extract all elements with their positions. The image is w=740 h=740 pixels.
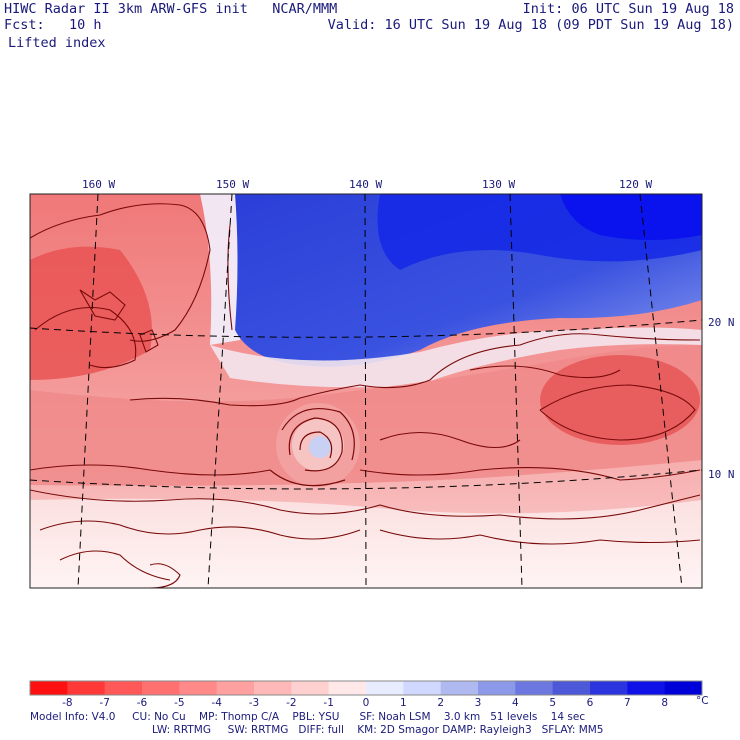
colorbar-tick-label: 2 bbox=[437, 697, 444, 709]
colorbar-outline bbox=[29, 680, 703, 696]
colorbar-swatch bbox=[216, 681, 255, 695]
colorbar-swatch bbox=[366, 681, 404, 695]
lon-label-160w: 160 W bbox=[82, 178, 115, 191]
forecast-hour: Fcst: 10 h bbox=[4, 17, 102, 33]
colorbar-swatch bbox=[67, 681, 106, 695]
colorbar-tick-label: -1 bbox=[323, 697, 333, 709]
colorbar-tick-label: 0 bbox=[363, 697, 370, 709]
colorbar-tick-label: 8 bbox=[661, 697, 668, 709]
contour-lines bbox=[30, 203, 701, 588]
colorbar-tick-label: 7 bbox=[624, 697, 631, 709]
colorbar-tick-label: -2 bbox=[286, 697, 296, 709]
colorbar-tick-label: -4 bbox=[211, 697, 222, 709]
colorbar-swatch bbox=[254, 681, 292, 695]
colorbar-tick-label: -3 bbox=[249, 697, 259, 709]
colorbar-swatches bbox=[29, 680, 703, 696]
init-time: Init: 06 UTC Sun 19 Aug 18 bbox=[522, 1, 734, 17]
colorbar-swatch bbox=[664, 681, 703, 695]
colorbar-unit: °C bbox=[696, 695, 709, 707]
colorbar-tick-label: -5 bbox=[174, 697, 184, 709]
colorbar-tick-label: -8 bbox=[62, 697, 72, 709]
graticule bbox=[29, 193, 703, 589]
colorbar-swatch bbox=[104, 681, 143, 695]
latitude-labels: 20 N 10 N bbox=[708, 316, 735, 481]
colorbar-tick-label: 1 bbox=[400, 697, 407, 709]
header-title: HIWC Radar II 3km ARW-GFS init NCAR/MMM bbox=[4, 1, 338, 17]
colorbar-swatch bbox=[291, 681, 330, 695]
colorbar-swatch bbox=[552, 681, 591, 695]
field-label: Lifted index bbox=[8, 35, 106, 51]
colorbar-tick-label: -7 bbox=[99, 697, 109, 709]
colorbar-tick-label: 6 bbox=[587, 697, 594, 709]
colorbar-swatch bbox=[179, 681, 218, 695]
colorbar-swatch bbox=[478, 681, 516, 695]
lat-label-20n: 20 N bbox=[708, 316, 735, 329]
colorbar-swatch bbox=[590, 681, 628, 695]
model-info-line-2: LW: RRTMG SW: RRTMG DIFF: full KM: 2D Sm… bbox=[152, 724, 604, 736]
colorbar-tick-label: 4 bbox=[512, 697, 519, 709]
longitude-labels: 160 W 150 W 140 W 130 W 120 W bbox=[82, 178, 652, 191]
colorbar-swatch bbox=[515, 681, 554, 695]
lon-label-120w: 120 W bbox=[619, 178, 652, 191]
map-border bbox=[29, 193, 703, 589]
colorbar-swatch bbox=[142, 681, 180, 695]
colorbar-swatch bbox=[403, 681, 442, 695]
colorbar-ticks: -8 -7 -6 -5 -4 -3 -2 -1 0 1 2 3 4 5 6 7 8 bbox=[62, 697, 668, 709]
colorbar-swatch bbox=[440, 681, 479, 695]
lon-label-130w: 130 W bbox=[482, 178, 515, 191]
colorbar-tick-label: 3 bbox=[475, 697, 482, 709]
colorbar-swatch bbox=[328, 681, 367, 695]
model-info-line-1: Model Info: V4.0 CU: No Cu MP: Thomp C/A… bbox=[30, 711, 586, 723]
colorbar-swatch bbox=[627, 681, 666, 695]
colorbar-tick-label: -6 bbox=[137, 697, 148, 709]
lon-label-140w: 140 W bbox=[349, 178, 382, 191]
valid-time: Valid: 16 UTC Sun 19 Aug 18 (09 PDT Sun … bbox=[327, 17, 734, 33]
colorbar-tick-label: 5 bbox=[549, 697, 556, 709]
lon-label-150w: 150 W bbox=[216, 178, 249, 191]
hurricane-swirl bbox=[269, 403, 360, 487]
colorbar-swatch bbox=[30, 681, 68, 695]
lat-label-10n: 10 N bbox=[708, 468, 735, 481]
